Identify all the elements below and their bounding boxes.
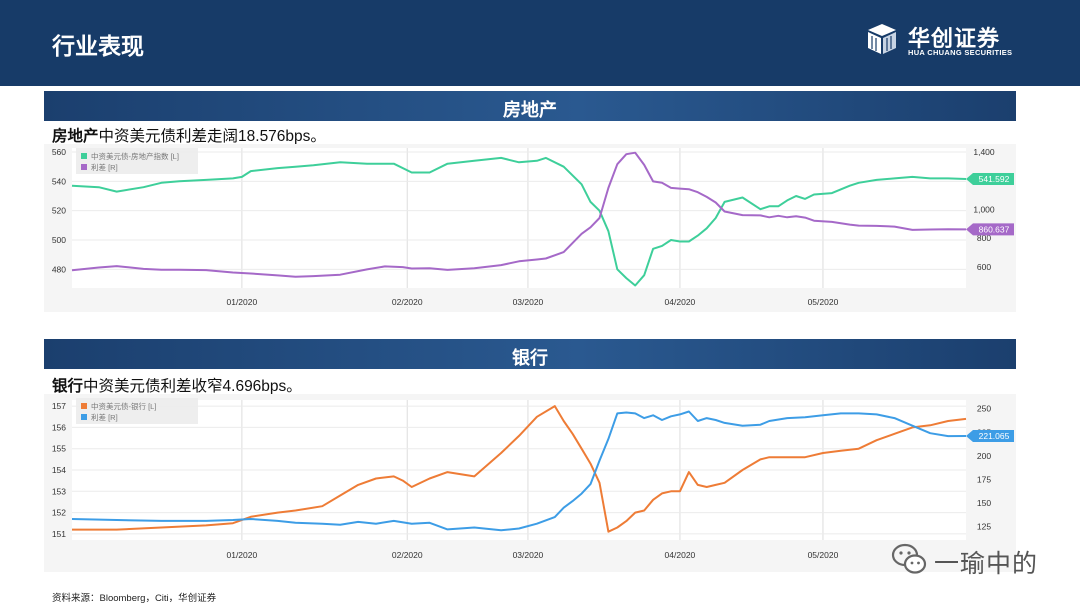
legend-box bbox=[76, 398, 198, 424]
chart-bank: 01/2020 02/2020 03/2020 04/2020 05/2020 151 15… bbox=[44, 394, 1016, 572]
y-left-tick-label: 157 bbox=[52, 401, 66, 411]
chart-bank-svg: 01/2020 02/2020 03/2020 04/2020 05/2020 151 15… bbox=[44, 394, 1016, 572]
x-tick-label: 04/2020 bbox=[665, 550, 696, 560]
legend: 中资美元债-房地产指数 [L]利差 [R] bbox=[76, 148, 198, 174]
y-right-tick-label: 175 bbox=[977, 474, 991, 484]
last-value-label: 541.592 bbox=[979, 174, 1010, 184]
y-right-tick-label: 1,000 bbox=[973, 204, 995, 214]
x-tick-label: 03/2020 bbox=[513, 297, 544, 307]
y-right-tick-label: 800 bbox=[977, 233, 991, 243]
section-title: 房地产 bbox=[503, 100, 557, 120]
last-value-label: 860.637 bbox=[979, 224, 1010, 234]
section-band-real-estate: 房地产 bbox=[44, 91, 1016, 121]
series-line-0 bbox=[72, 405, 967, 533]
y-left-tick-label: 480 bbox=[52, 264, 66, 274]
y-left-tick-label: 560 bbox=[52, 147, 66, 157]
legend-box bbox=[76, 148, 198, 174]
legend: 中资美元债-银行 [L]利差 [R] bbox=[76, 398, 198, 424]
y-left-tick-label: 154 bbox=[52, 465, 66, 475]
y-right-tick-label: 250 bbox=[977, 404, 991, 414]
last-value-badge-1: 221.065 bbox=[966, 429, 1014, 442]
series-line-0 bbox=[71, 156, 967, 287]
watermark-text: 一瑜中的 bbox=[934, 550, 1039, 578]
header-bar: 行业表现 华创证券 HUA CHUANG SECURITIES bbox=[0, 0, 1080, 86]
legend-swatch bbox=[81, 414, 87, 420]
logo-chinese-name: 华创证券 bbox=[908, 26, 1001, 51]
series-line-1 bbox=[71, 410, 967, 532]
section-subtitle: 银行中资美元债利差收窄4.696bps。 bbox=[52, 374, 302, 396]
legend-entry: 中资美元债-银行 [L] bbox=[91, 401, 156, 411]
y-left-tick-label: 500 bbox=[52, 235, 66, 245]
y-left-tick-label: 151 bbox=[52, 529, 66, 539]
legend-swatch bbox=[81, 164, 87, 170]
y-right-tick-label: 200 bbox=[977, 451, 991, 461]
plot-area bbox=[72, 148, 966, 288]
legend-swatch bbox=[81, 153, 87, 159]
logo-english-name: HUA CHUANG SECURITIES bbox=[908, 48, 1013, 57]
subtitle-text: 中资美元债利差收窄4.696bps。 bbox=[83, 378, 302, 395]
last-value-badge-0: 541.592 bbox=[966, 172, 1014, 185]
subtitle-bold: 房地产 bbox=[52, 128, 99, 145]
x-tick-label: 02/2020 bbox=[392, 297, 423, 307]
y-right-tick-label: 1,400 bbox=[973, 147, 995, 157]
x-tick-label: 05/2020 bbox=[808, 550, 839, 560]
section-subtitle: 房地产中资美元债利差走阔18.576bps。 bbox=[52, 124, 326, 146]
x-tick-label: 05/2020 bbox=[808, 297, 839, 307]
page-title: 行业表现 bbox=[52, 33, 144, 59]
last-value-tag bbox=[966, 429, 1014, 442]
legend-entry: 利差 [R] bbox=[91, 162, 118, 172]
last-value-label: 221.065 bbox=[979, 431, 1010, 441]
y-left-tick-label: 540 bbox=[52, 176, 66, 186]
logo-cube-icon bbox=[868, 24, 896, 54]
subtitle-bold: 银行 bbox=[52, 378, 84, 395]
section-title: 银行 bbox=[512, 348, 548, 368]
wechat-icon bbox=[891, 543, 927, 574]
x-tick-label: 02/2020 bbox=[392, 550, 423, 560]
company-logo: 华创证券 HUA CHUANG SECURITIES bbox=[864, 20, 1024, 62]
legend-entry: 中资美元债-房地产指数 [L] bbox=[91, 151, 179, 161]
y-left-tick-label: 155 bbox=[52, 444, 66, 454]
legend-entry: 利差 [R] bbox=[91, 412, 118, 422]
section-band-bank: 银行 bbox=[44, 339, 1016, 369]
subtitle-text: 中资美元债利差走阔18.576bps。 bbox=[98, 128, 326, 145]
y-left-tick-label: 153 bbox=[52, 486, 66, 496]
x-tick-label: 03/2020 bbox=[513, 550, 544, 560]
y-left-tick-label: 520 bbox=[52, 206, 66, 216]
legend-swatch bbox=[81, 403, 87, 409]
chart-real-estate-svg: 01/2020 02/2020 03/2020 04/2020 05/2020 480 50… bbox=[44, 144, 1016, 312]
y-left-tick-label: 156 bbox=[52, 422, 66, 432]
x-tick-label: 01/2020 bbox=[226, 550, 257, 560]
watermark: 一瑜中的 bbox=[890, 538, 1060, 582]
y-right-tick-label: 150 bbox=[977, 498, 991, 508]
chart-real-estate: 01/2020 02/2020 03/2020 04/2020 05/2020 480 50… bbox=[44, 144, 1016, 312]
x-tick-label: 01/2020 bbox=[226, 297, 257, 307]
last-value-badge-1: 860.637 bbox=[966, 223, 1014, 236]
source-note: 资料来源：Bloomberg，Citi，华创证券 bbox=[52, 593, 217, 604]
y-left-tick-label: 152 bbox=[52, 508, 66, 518]
series-line-1 bbox=[71, 151, 967, 278]
last-value-tag bbox=[966, 223, 1014, 236]
x-tick-label: 04/2020 bbox=[665, 297, 696, 307]
last-value-tag bbox=[966, 172, 1014, 185]
y-right-tick-label: 600 bbox=[977, 262, 991, 272]
y-right-tick-label: 125 bbox=[977, 522, 991, 532]
